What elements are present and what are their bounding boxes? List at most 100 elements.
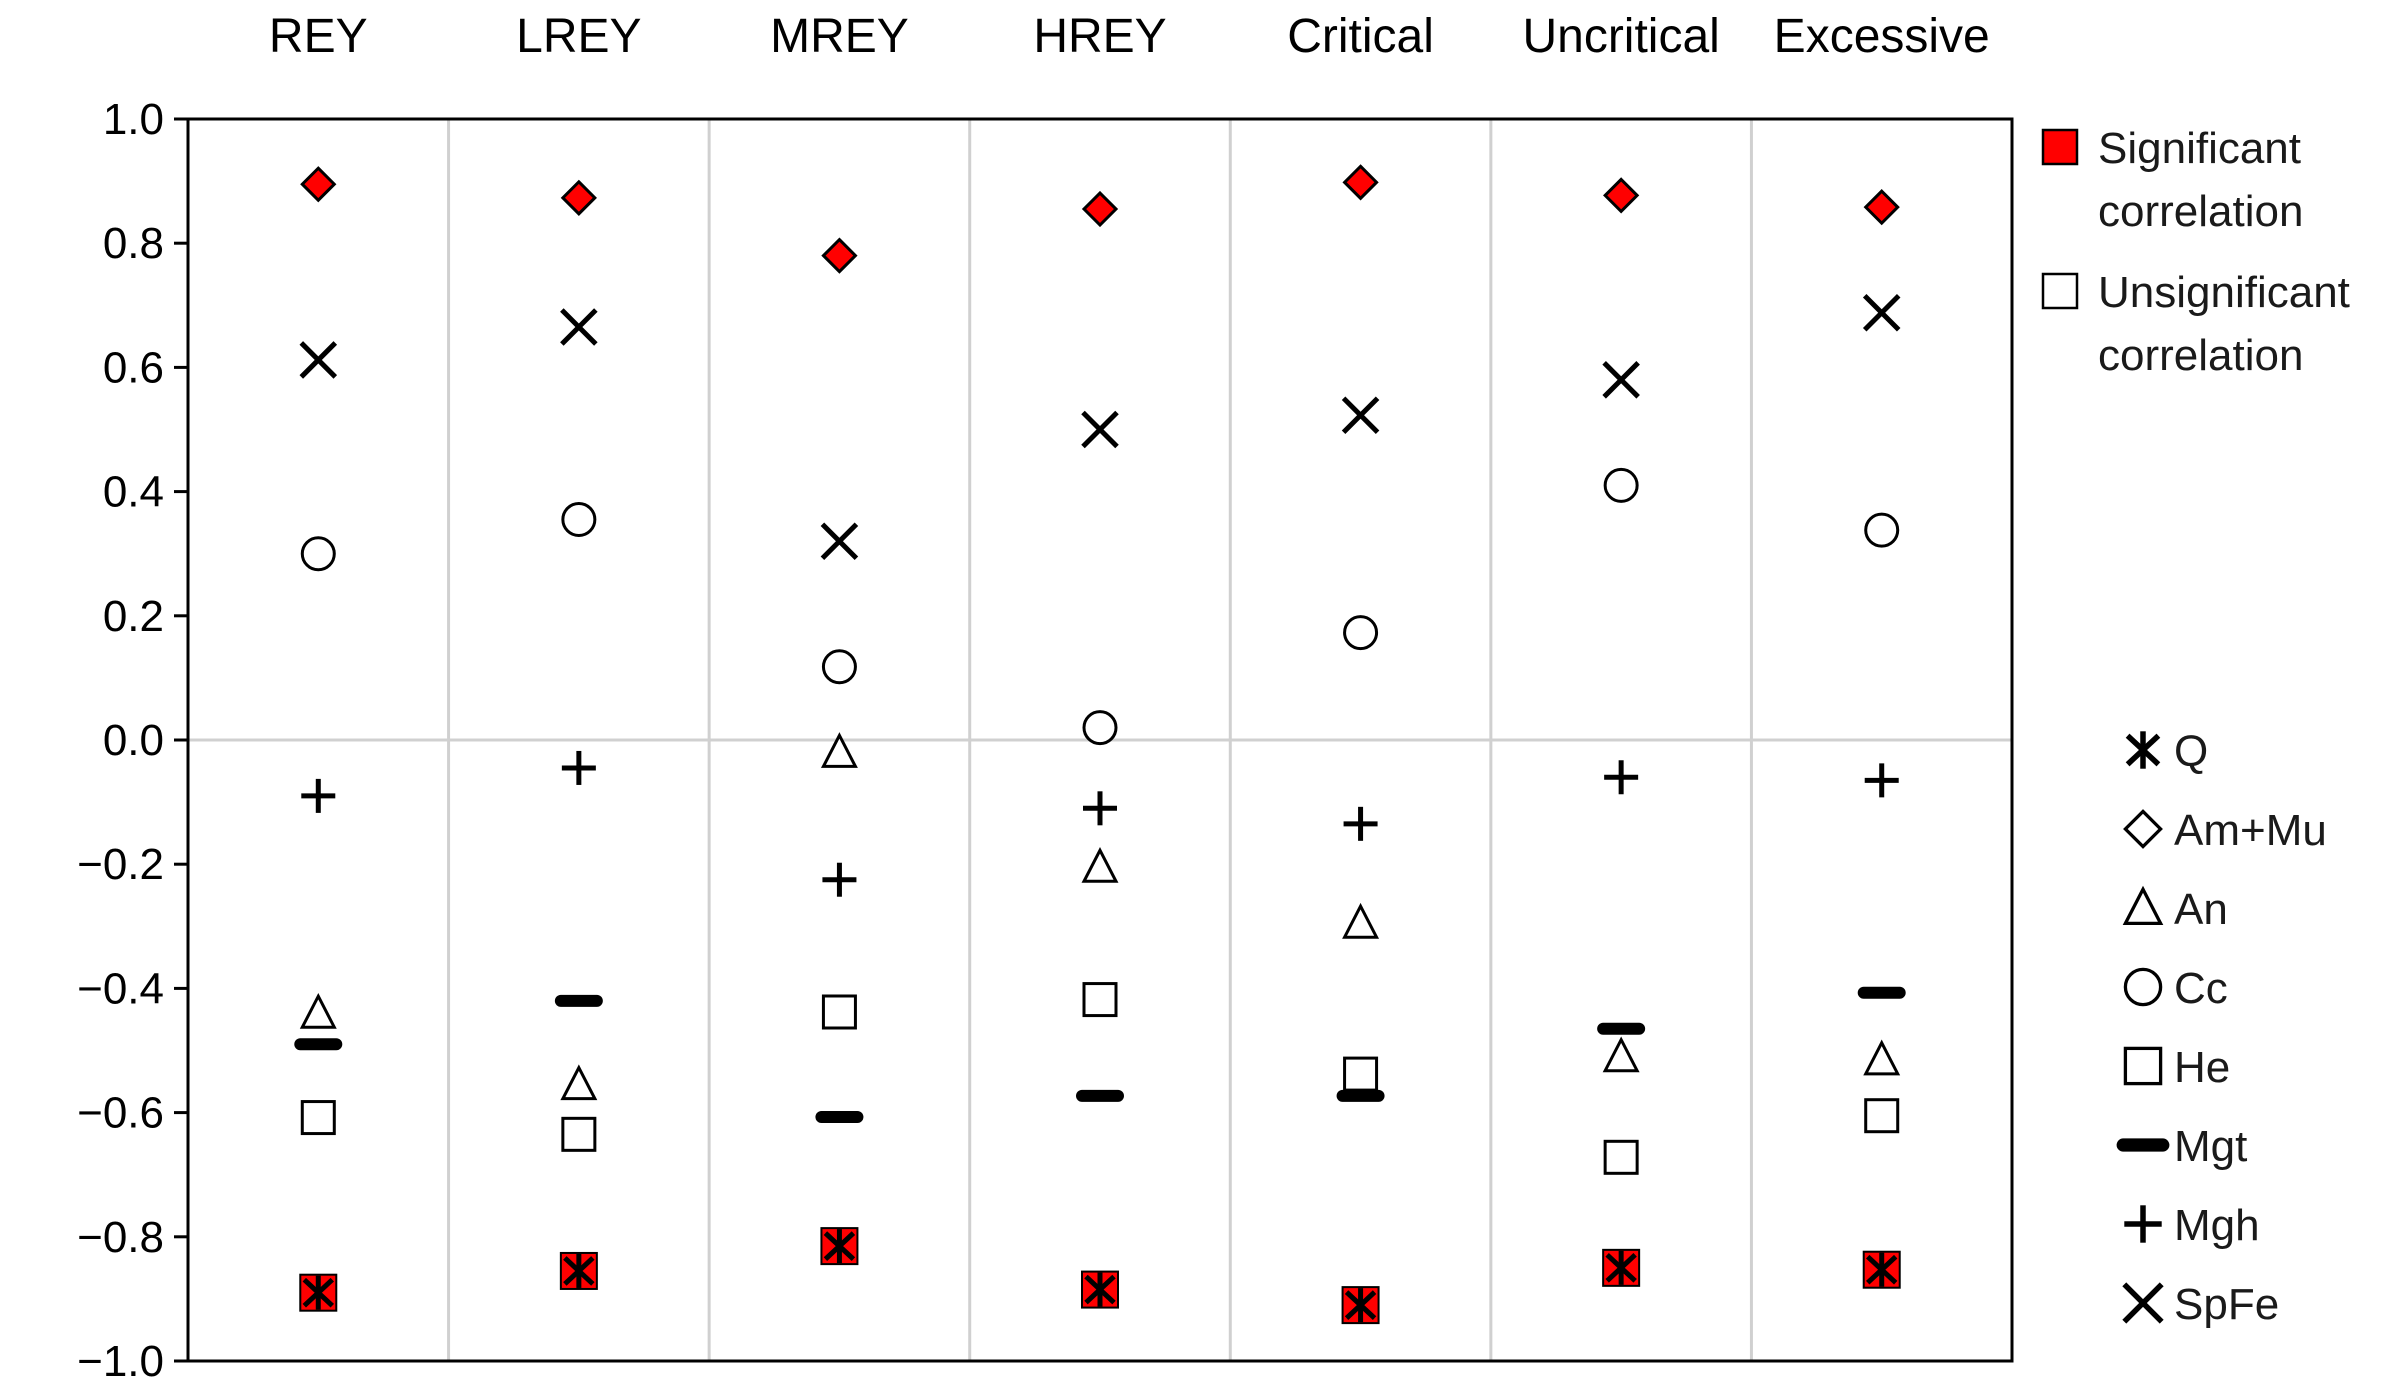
asterisk-marker-b: [2125, 733, 2161, 767]
asterisk-marker-b: [823, 1231, 856, 1261]
data-point: [561, 502, 597, 538]
y-tick-label: −0.8: [77, 1213, 164, 1262]
data-point: [560, 179, 597, 216]
y-tick-label: 1.0: [103, 95, 164, 144]
legend-label: He: [2174, 1043, 2230, 1092]
x-marker-b: [1602, 361, 1640, 399]
data-point: [820, 732, 858, 768]
data-point: [1343, 1056, 1379, 1092]
asterisk-marker-b: [1344, 1290, 1377, 1320]
data-point: [301, 778, 336, 813]
legend-marker: [2124, 1205, 2162, 1243]
asterisk-marker-b: [1605, 1253, 1637, 1283]
data-point: [1604, 760, 1639, 795]
legend-marker: [2122, 885, 2164, 926]
x-marker-b: [560, 308, 598, 346]
data-point: [822, 862, 857, 897]
asterisk-marker-b: [302, 1277, 334, 1308]
square-marker: [1603, 1139, 1639, 1175]
diamond-marker: [560, 179, 597, 216]
significance-legend-swatch: [2041, 272, 2079, 310]
legend-label: Mgt: [2174, 1122, 2247, 1171]
circle-marker: [2123, 967, 2163, 1007]
triangle-marker: [560, 1064, 598, 1101]
asterisk-marker-b: [563, 1256, 595, 1286]
legend-label: Cc: [2174, 964, 2228, 1013]
data-point: [1862, 293, 1901, 332]
axis-layer: 1.0 0.8 0.6 0.4 0.2 0.0 −0.2 −0.4 −0.6 −0.8 −1.0 RE…: [77, 10, 2014, 1386]
y-tick-label: 0.8: [103, 219, 164, 268]
data-point: [300, 1100, 336, 1136]
data-point: [561, 750, 596, 785]
series-spfe: [299, 293, 1901, 561]
series-mgt: [294, 986, 1906, 1123]
triangle-marker: [1342, 902, 1380, 939]
data-point: [1081, 190, 1119, 228]
category-label: REY: [269, 10, 368, 63]
legend-label: An: [2174, 885, 2228, 934]
legend-marker: [2122, 1282, 2164, 1324]
data-point: [1081, 847, 1119, 883]
data-point: [560, 1064, 598, 1101]
category-label: Critical: [1287, 10, 1434, 63]
diamond-marker: [2123, 809, 2163, 849]
data-point: [299, 341, 338, 379]
circle-marker: [1864, 512, 1900, 548]
y-tick-label: −0.6: [77, 1089, 164, 1138]
y-tick-label: 0.0: [103, 716, 164, 765]
circle-marker: [1343, 615, 1379, 651]
data-point: [300, 166, 337, 203]
data-point: [1602, 1248, 1641, 1287]
diamond-marker: [1863, 189, 1900, 226]
square-marker: [561, 1116, 597, 1152]
legend-marker: [2123, 809, 2163, 849]
data-point: [1341, 1286, 1380, 1325]
data-point: [1603, 467, 1639, 503]
legend-label: Q: [2174, 727, 2208, 776]
triangle-marker: [2122, 885, 2164, 926]
significance-legend-swatch: [2041, 128, 2079, 166]
data-point: [821, 237, 858, 274]
category-label: Uncritical: [1522, 10, 1719, 63]
data-point: [1602, 1036, 1640, 1073]
y-tick-label: 0.2: [103, 592, 164, 641]
data-point: [1863, 189, 1900, 226]
triangle-marker: [1081, 847, 1119, 883]
data-point: [1081, 1270, 1119, 1309]
triangle-marker: [299, 992, 337, 1029]
series-an: [299, 732, 1901, 1101]
x-marker-b: [1341, 396, 1380, 434]
legend-marker: [2125, 731, 2161, 769]
diamond-marker: [1603, 177, 1640, 214]
category-label: MREY: [770, 10, 909, 63]
circle-marker: [821, 649, 857, 685]
triangle-marker: [1602, 1036, 1640, 1073]
data-point: [1342, 164, 1379, 201]
series-q: [299, 1227, 1901, 1325]
circle-marker: [1603, 467, 1639, 503]
square-marker: [1343, 1056, 1379, 1092]
series-am-mu: [300, 164, 1900, 274]
data-point: [1081, 410, 1119, 449]
significance-legend-label: Unsignificant: [2098, 268, 2350, 317]
significance-legend-label: correlation: [2098, 331, 2303, 380]
circle-marker: [300, 536, 336, 572]
category-label: LREY: [516, 10, 641, 63]
data-point: [820, 522, 859, 561]
data-point: [1341, 396, 1380, 434]
square-marker: [1082, 982, 1118, 1018]
y-tick-label: 0.6: [103, 343, 164, 392]
legend-label: Mgh: [2174, 1201, 2260, 1250]
legend-label: Am+Mu: [2174, 806, 2327, 855]
data-point: [299, 992, 337, 1029]
x-marker-b: [1081, 410, 1119, 449]
data-point: [299, 1273, 338, 1312]
data-point: [1862, 1250, 1901, 1289]
legend-marker: [2123, 967, 2163, 1007]
y-tick-label: −0.2: [77, 840, 164, 889]
data-point: [559, 1251, 598, 1290]
x-marker-b: [1862, 293, 1901, 332]
legend-marker: [2123, 1046, 2163, 1086]
circle-marker: [1082, 710, 1118, 746]
